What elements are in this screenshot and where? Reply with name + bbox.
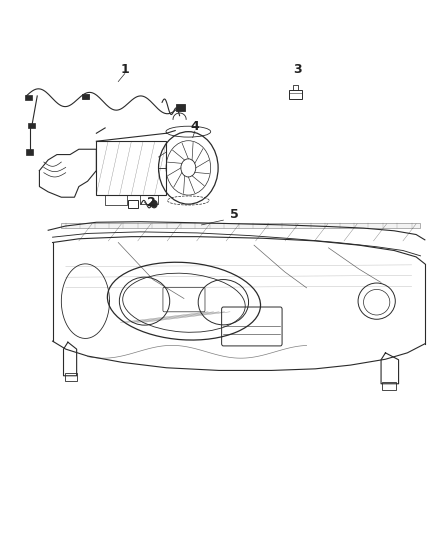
Bar: [289, 90, 302, 99]
Bar: [96, 141, 166, 195]
Text: 5: 5: [230, 208, 239, 221]
Bar: [128, 200, 138, 208]
Text: 1: 1: [120, 63, 129, 76]
Bar: [61, 223, 420, 228]
Bar: [26, 149, 33, 155]
Text: 2: 2: [147, 196, 155, 209]
Bar: [82, 94, 89, 99]
Bar: [28, 123, 35, 128]
Bar: [65, 373, 77, 381]
Bar: [382, 382, 396, 390]
Circle shape: [151, 200, 157, 208]
Text: 4: 4: [191, 120, 199, 133]
Bar: [176, 104, 185, 111]
Bar: [25, 95, 32, 100]
Text: 3: 3: [293, 63, 302, 76]
